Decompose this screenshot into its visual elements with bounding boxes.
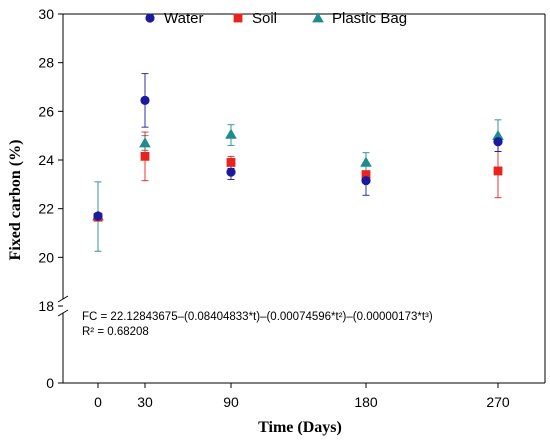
r-squared-annotation: R² = 0.68208 [82,326,149,338]
water-point [226,167,236,177]
water-point [493,137,503,147]
legend: Water Soil Plastic Bag [145,10,407,27]
y-tick-label: 20 [38,249,54,265]
x-tick-label: 90 [223,394,239,410]
axis-break-mark [57,295,69,303]
equation-annotation: FC = 22.12843675–(0.08404833*t)–(0.00074… [82,311,433,323]
y-tick-label: 26 [38,103,54,119]
x-tick-label: 180 [354,394,378,410]
plastic-bag-point [139,137,151,148]
y-tick-label: 24 [38,152,54,168]
x-tick-label: 0 [94,394,102,410]
water-legend-label: Water [164,10,203,27]
plastic-bag-point [360,156,372,167]
y-tick-label: 18 [38,298,54,314]
y-tick-label: 28 [38,55,54,71]
water-point [361,176,371,186]
soil-point [226,158,236,167]
y-axis-title: Fixed carbon (%) [7,140,24,261]
water-legend-marker [145,13,155,23]
x-tick-label: 270 [486,394,510,410]
soil-legend-marker [233,13,243,23]
soil-point [361,170,371,179]
plastic-bag-legend-marker [312,12,324,23]
axis-break-mark [57,309,69,317]
axes: 18 20 22 24 26 28 30 0 0 30 90 180 270 [38,6,546,410]
plastic-bag-point [492,129,504,141]
soil-point [140,151,150,161]
water-point [140,95,150,105]
y-tick-label: 22 [38,201,54,217]
soil-legend-label: Soil [252,10,277,27]
error-bars [94,73,502,252]
x-tick-label: 30 [137,394,153,410]
water-point [93,211,103,221]
y-tick-label: 0 [46,375,54,391]
soil-point [493,166,503,176]
plastic-bag-legend-label: Plastic Bag [332,10,407,27]
plastic-bag-point [225,128,237,139]
data-markers [92,95,504,222]
x-axis-title: Time (Days) [258,419,342,436]
y-tick-label: 30 [38,6,54,22]
